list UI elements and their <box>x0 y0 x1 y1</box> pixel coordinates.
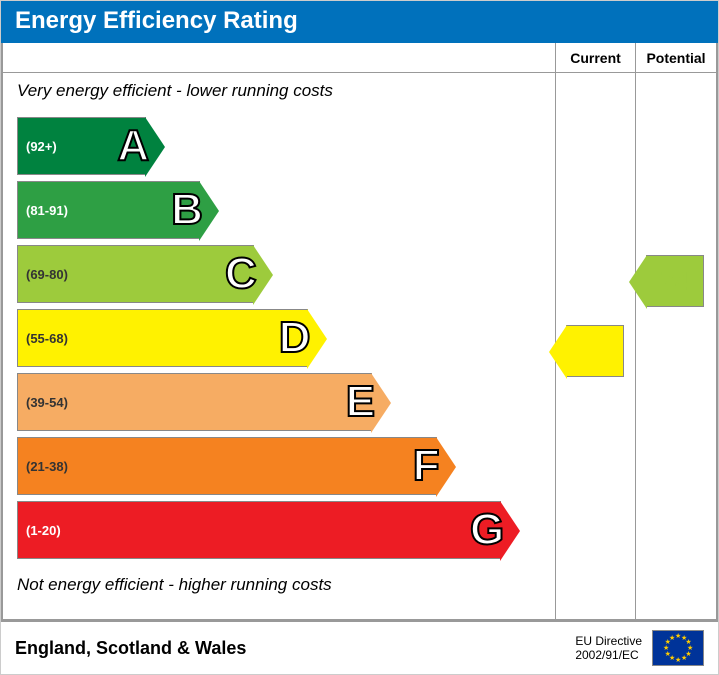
bands-list: (92+) A (81-91) B (69-80) C (55-68) D (39-54) E (2… <box>3 105 555 571</box>
epc-chart: Energy Efficiency Rating Very energy eff… <box>0 0 719 675</box>
title-text: Energy Efficiency Rating <box>15 7 298 34</box>
band-c: (69-80) C <box>17 245 555 303</box>
band-bar: (39-54) E <box>17 373 372 431</box>
chart-area: Very energy efficient - lower running co… <box>1 43 718 621</box>
band-bar: (55-68) D <box>17 309 308 367</box>
band-b: (81-91) B <box>17 181 555 239</box>
band-d: (55-68) D <box>17 309 555 367</box>
potential-header: Potential <box>636 43 716 73</box>
band-range: (69-80) <box>18 267 68 282</box>
bands-column: Very energy efficient - lower running co… <box>3 43 556 619</box>
band-range: (21-38) <box>18 459 68 474</box>
directive-block: EU Directive 2002/91/EC ★★★★★★★★★★★★ <box>575 630 704 666</box>
directive-line2: 2002/91/EC <box>575 648 642 662</box>
band-bar: (1-20) G <box>17 501 501 559</box>
subtitle-bottom: Not energy efficient - higher running co… <box>3 571 555 599</box>
directive-text: EU Directive 2002/91/EC <box>575 634 642 663</box>
bands-wrap: Very energy efficient - lower running co… <box>3 73 555 619</box>
subtitle-top: Very energy efficient - lower running co… <box>3 77 555 105</box>
eu-flag-icon: ★★★★★★★★★★★★ <box>652 630 704 666</box>
band-range: (55-68) <box>18 331 68 346</box>
band-a: (92+) A <box>17 117 555 175</box>
band-bar: (21-38) F <box>17 437 437 495</box>
band-letter: A <box>117 121 149 171</box>
current-marker-area: 61 <box>556 73 635 619</box>
potential-marker: 74 <box>646 255 704 307</box>
band-letter: F <box>413 441 440 491</box>
band-range: (1-20) <box>18 523 61 538</box>
potential-marker-area: 74 <box>636 73 716 619</box>
title-bar: Energy Efficiency Rating <box>1 1 718 43</box>
band-range: (81-91) <box>18 203 68 218</box>
current-column: Current 61 <box>556 43 636 619</box>
band-e: (39-54) E <box>17 373 555 431</box>
footer: England, Scotland & Wales EU Directive 2… <box>1 621 718 674</box>
band-bar: (81-91) B <box>17 181 200 239</box>
directive-line1: EU Directive <box>575 634 642 648</box>
potential-column: Potential 74 <box>636 43 716 619</box>
band-letter: D <box>279 313 311 363</box>
band-bar: (92+) A <box>17 117 146 175</box>
current-marker: 61 <box>566 325 624 377</box>
band-range: (39-54) <box>18 395 68 410</box>
band-g: (1-20) G <box>17 501 555 559</box>
band-f: (21-38) F <box>17 437 555 495</box>
current-header: Current <box>556 43 635 73</box>
bands-header-blank <box>3 43 555 73</box>
band-letter: G <box>470 505 504 555</box>
band-bar: (69-80) C <box>17 245 254 303</box>
band-letter: C <box>225 249 257 299</box>
band-letter: B <box>171 185 203 235</box>
band-letter: E <box>346 377 375 427</box>
band-range: (92+) <box>18 139 57 154</box>
region-text: England, Scotland & Wales <box>15 638 246 659</box>
